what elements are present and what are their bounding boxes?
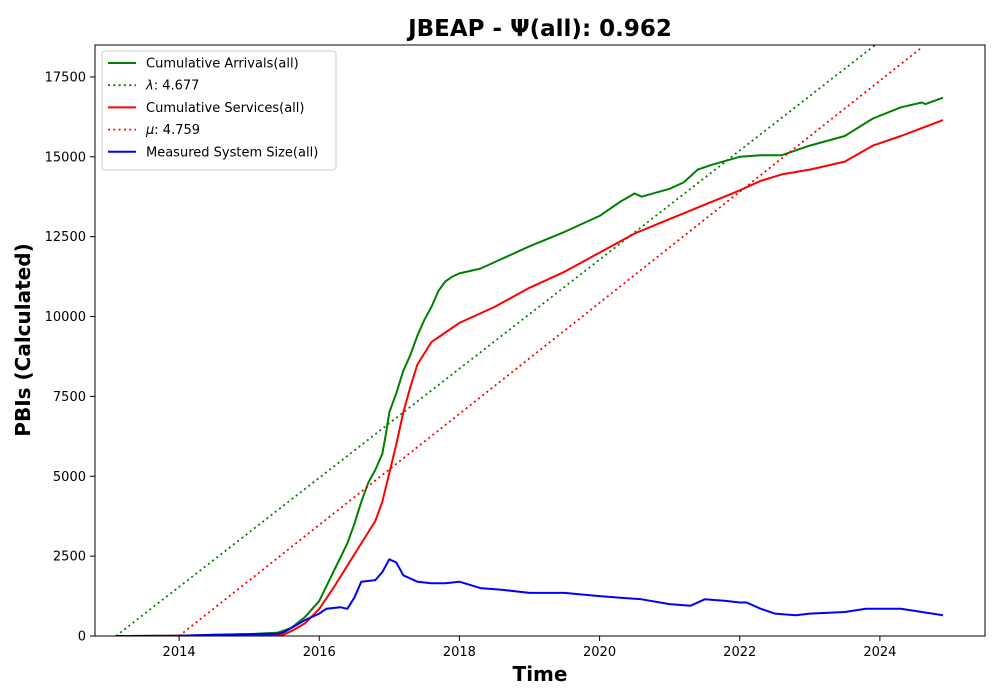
chart-title: JBEAP - Ψ(all): 0.962 bbox=[406, 16, 672, 42]
legend-label-1: λ: 4.677 bbox=[145, 79, 199, 94]
series-line-4 bbox=[115, 558, 944, 636]
x-tick-label: 2020 bbox=[583, 645, 616, 660]
y-tick-label: 12500 bbox=[45, 230, 86, 245]
x-tick-label: 2018 bbox=[443, 645, 476, 660]
y-tick-label: 0 bbox=[78, 630, 86, 645]
legend-box bbox=[101, 50, 337, 171]
series-line-2 bbox=[115, 119, 944, 636]
x-axis: 2014 2016 2018 2020 2022 2024 bbox=[163, 636, 896, 660]
x-tick-label: 2014 bbox=[163, 645, 196, 660]
legend-label-3: μ: 4.759 bbox=[145, 123, 200, 138]
legend-label-0: Cumulative Arrivals(all) bbox=[146, 57, 299, 72]
y-tick-label: 5000 bbox=[53, 470, 86, 485]
y-tick-label: 2500 bbox=[53, 550, 86, 565]
y-tick-label: 17500 bbox=[45, 70, 86, 85]
series-line-1 bbox=[115, 45, 877, 636]
legend: Cumulative Arrivals(all) λ: 4.677 Cumulati… bbox=[101, 50, 337, 171]
x-tick-label: 2016 bbox=[303, 645, 336, 660]
x-axis-label: Time bbox=[513, 662, 568, 686]
y-axis: 0 2500 5000 7500 10000 12500 15000 17500 bbox=[45, 70, 95, 645]
y-tick-label: 7500 bbox=[53, 390, 86, 405]
legend-label-2: Cumulative Services(all) bbox=[146, 101, 304, 116]
x-tick-label: 2024 bbox=[863, 645, 896, 660]
y-tick-label: 15000 bbox=[45, 150, 86, 165]
y-axis-label: PBIs (Calculated) bbox=[11, 243, 35, 436]
series-line-0 bbox=[115, 96, 944, 636]
plot-frame bbox=[94, 44, 986, 637]
legend-label-4: Measured System Size(all) bbox=[146, 145, 318, 160]
x-tick-label: 2022 bbox=[723, 645, 756, 660]
series-line-3 bbox=[178, 46, 923, 636]
y-tick-label: 10000 bbox=[45, 310, 86, 325]
plot-series-group bbox=[115, 45, 944, 636]
